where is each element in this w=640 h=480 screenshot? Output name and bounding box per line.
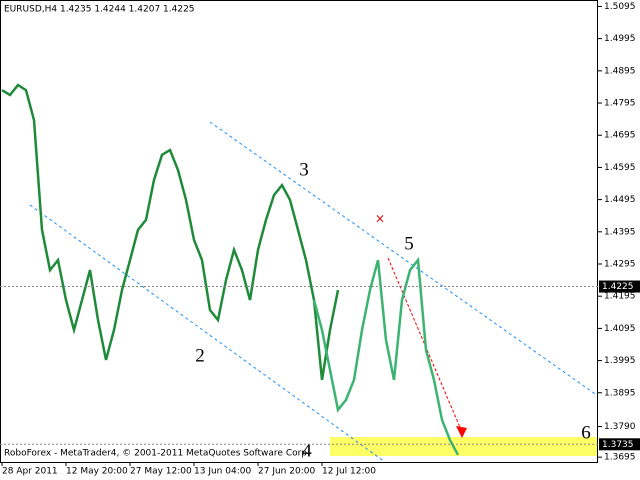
x-tick-label: 27 Jun 20:00 (258, 467, 315, 477)
price-line (1, 83, 340, 381)
y-tick-label: 1.5095 (604, 2, 636, 12)
x-tick-label: 13 Jun 04:00 (194, 467, 251, 477)
wave-label: 2 (195, 345, 205, 366)
y-tick-label: 1.4095 (604, 324, 636, 334)
x-tick-label: 27 May 12:00 (130, 467, 192, 477)
x-tick-label: 12 Jul 12:00 (322, 467, 376, 477)
x-tick-label: 12 May 20:00 (66, 467, 128, 477)
y-tick-label: 1.3790 (604, 422, 636, 432)
price-tag-box (599, 438, 640, 451)
y-tick-label: 1.4395 (604, 227, 636, 237)
wave-label: 5 (404, 233, 414, 254)
y-tick-label: 1.3995 (604, 356, 636, 366)
y-tick-label: 1.4895 (604, 66, 636, 76)
plot-border (0, 0, 598, 463)
channel-line (29, 204, 386, 463)
wave-label: 4 (302, 440, 312, 461)
price-tag: 1.4225 (602, 282, 634, 292)
channel-line (209, 121, 599, 397)
y-tick-label: 1.4595 (604, 163, 636, 173)
y-tick-label: 1.4995 (604, 34, 636, 44)
y-tick-label: 1.4695 (604, 131, 636, 141)
price-tag: 1.3735 (602, 440, 634, 450)
wave-label: 6 (581, 422, 591, 443)
y-tick-label: 1.4295 (604, 260, 636, 270)
price-tag-box (599, 280, 640, 293)
y-tick-label: 1.4795 (604, 99, 636, 109)
price-line (312, 256, 460, 456)
footer: RoboForex - MetaTrader4, © 2001-2011 Met… (4, 449, 310, 459)
y-tick-label: 1.3895 (604, 388, 636, 398)
cross-marker: × (375, 212, 385, 226)
y-tick-label: 1.4495 (604, 195, 636, 205)
x-tick-label: 28 Apr 2011 (2, 467, 58, 477)
target-zone (330, 437, 598, 456)
y-tick-label: 1.4195 (604, 292, 636, 302)
arrow-head (456, 426, 467, 438)
y-tick-label: 1.3695 (604, 453, 636, 463)
wave-label: 3 (299, 159, 309, 180)
chart-title: EURUSD,H4 1.4235 1.4244 1.4207 1.4225 (4, 5, 195, 15)
